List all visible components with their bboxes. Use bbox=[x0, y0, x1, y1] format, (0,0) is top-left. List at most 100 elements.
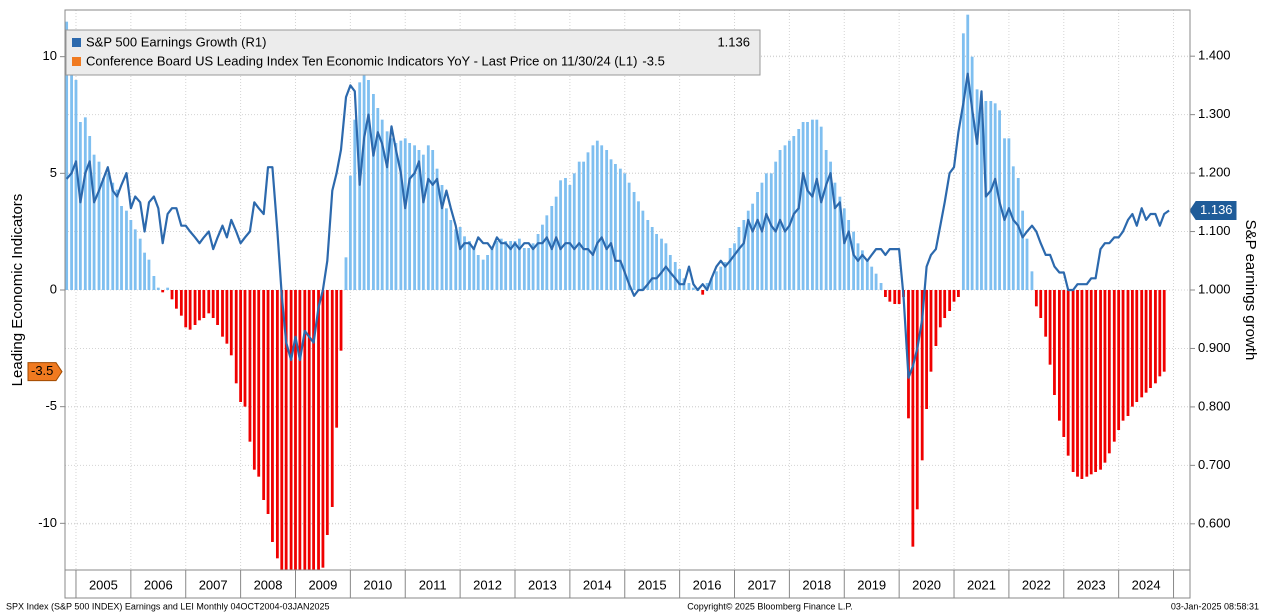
bar bbox=[271, 290, 274, 542]
bar bbox=[545, 215, 549, 290]
bar bbox=[509, 241, 513, 290]
bar bbox=[202, 290, 206, 318]
bar bbox=[586, 152, 590, 290]
x-tick-label: 2006 bbox=[144, 577, 173, 592]
x-tick-label: 2015 bbox=[638, 577, 667, 592]
bar bbox=[1144, 290, 1148, 393]
x-tick-label: 2017 bbox=[747, 577, 776, 592]
bar bbox=[83, 117, 87, 290]
bar bbox=[673, 262, 677, 290]
bar bbox=[650, 227, 654, 290]
bar bbox=[1007, 138, 1011, 290]
bar bbox=[1062, 290, 1066, 437]
bar bbox=[88, 136, 92, 290]
bar bbox=[138, 238, 142, 290]
bar bbox=[660, 238, 663, 290]
bar bbox=[179, 290, 183, 316]
bar bbox=[275, 290, 279, 559]
bar bbox=[760, 182, 764, 290]
bar bbox=[783, 145, 787, 290]
bar bbox=[907, 290, 910, 419]
y2-tick-label: 1.000 bbox=[1198, 281, 1231, 296]
bar bbox=[737, 227, 741, 290]
bar bbox=[207, 290, 211, 314]
bar bbox=[751, 203, 755, 290]
x-tick-label: 2018 bbox=[802, 577, 831, 592]
bar bbox=[435, 168, 439, 290]
bar bbox=[769, 173, 773, 290]
bar bbox=[646, 220, 650, 290]
bar bbox=[65, 21, 69, 291]
bar bbox=[801, 122, 805, 290]
bar bbox=[229, 290, 233, 356]
bar bbox=[733, 243, 736, 290]
bar bbox=[152, 276, 156, 290]
bar bbox=[1066, 290, 1070, 456]
bar bbox=[1011, 166, 1015, 290]
bar bbox=[380, 119, 384, 291]
bar bbox=[925, 290, 928, 409]
bar bbox=[856, 243, 860, 290]
y2-tick-label: 0.700 bbox=[1198, 457, 1231, 472]
bar bbox=[678, 269, 682, 290]
bar bbox=[362, 73, 366, 290]
bar bbox=[710, 278, 713, 290]
bar bbox=[618, 168, 622, 290]
bar bbox=[1140, 290, 1144, 398]
bar bbox=[1158, 290, 1162, 377]
bar bbox=[554, 196, 558, 290]
bar bbox=[115, 189, 119, 290]
bar bbox=[413, 145, 416, 290]
bar bbox=[934, 290, 938, 346]
bar bbox=[691, 287, 695, 290]
bar bbox=[449, 220, 453, 290]
bar bbox=[143, 252, 146, 290]
bar bbox=[445, 208, 448, 290]
bar bbox=[1034, 290, 1038, 307]
bar bbox=[339, 290, 343, 351]
bar bbox=[687, 283, 691, 290]
bar bbox=[120, 206, 123, 290]
bar bbox=[870, 266, 874, 290]
bar bbox=[294, 290, 297, 570]
bar bbox=[600, 145, 604, 290]
value-badge bbox=[1189, 201, 1237, 221]
y2-tick-label: 1.100 bbox=[1198, 223, 1231, 238]
bar bbox=[819, 126, 823, 291]
bar bbox=[1021, 210, 1025, 290]
bar bbox=[78, 122, 82, 290]
bar bbox=[284, 290, 288, 570]
legend-swatch bbox=[72, 57, 81, 66]
bar bbox=[911, 290, 915, 547]
bar bbox=[943, 290, 947, 318]
bar bbox=[723, 262, 727, 290]
bar bbox=[1094, 290, 1098, 472]
bar bbox=[440, 185, 444, 290]
bar bbox=[161, 290, 165, 293]
bar bbox=[399, 140, 403, 290]
line bbox=[65, 72, 1170, 379]
bar bbox=[591, 145, 595, 290]
bar bbox=[472, 248, 476, 290]
bar bbox=[390, 138, 393, 290]
bar bbox=[623, 173, 627, 290]
bar bbox=[989, 101, 993, 290]
bar bbox=[454, 229, 458, 290]
bar bbox=[92, 154, 96, 290]
bar bbox=[1016, 178, 1020, 290]
bar bbox=[879, 283, 883, 290]
bar bbox=[842, 208, 846, 290]
bar bbox=[367, 80, 370, 290]
bar bbox=[815, 119, 819, 291]
bar bbox=[595, 140, 599, 290]
bar bbox=[915, 290, 919, 510]
bar bbox=[417, 150, 421, 290]
bar bbox=[74, 80, 78, 290]
bar bbox=[728, 248, 732, 290]
bar bbox=[655, 234, 658, 290]
bar bbox=[211, 290, 215, 318]
bar bbox=[431, 150, 435, 290]
bar bbox=[572, 173, 576, 290]
y2-axis-label: S&P earnings growth bbox=[1242, 220, 1259, 361]
